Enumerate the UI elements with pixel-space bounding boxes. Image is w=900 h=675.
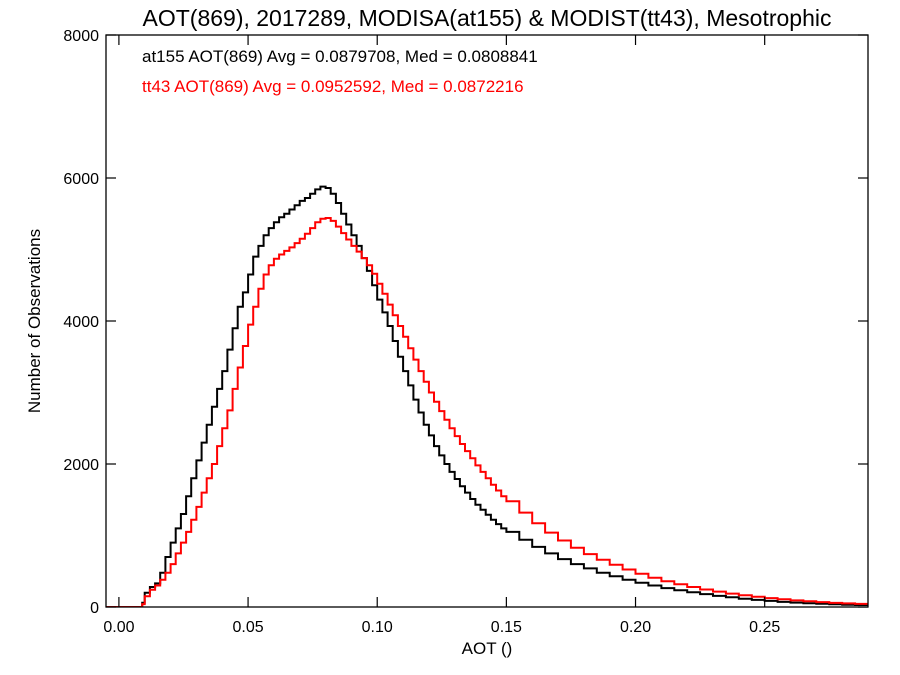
stats-tt43: tt43 AOT(869) Avg = 0.0952592, Med = 0.0… <box>142 77 524 96</box>
plot-area <box>106 185 868 607</box>
chart-title: AOT(869), 2017289, MODISA(at155) & MODIS… <box>143 5 832 31</box>
x-tick-label: 0.20 <box>620 619 651 636</box>
x-tick-label: 0.10 <box>362 619 393 636</box>
plot-frame <box>105 34 869 608</box>
x-tick-label: 0.25 <box>749 619 780 636</box>
x-axis-label: AOT () <box>462 639 513 658</box>
y-tick-label: 0 <box>90 600 99 617</box>
y-tick-label: 2000 <box>63 457 99 474</box>
series-line-at155 <box>106 185 868 607</box>
axes: 0.00 0.05 0.10 0.15 0.20 0.25 0 2000 4000 6000 800… <box>63 28 869 636</box>
y-tick-label: 4000 <box>63 314 99 331</box>
stats-at155: at155 AOT(869) Avg = 0.0879708, Med = 0.… <box>142 47 538 66</box>
x-tick-label: 0.00 <box>103 619 134 636</box>
y-tick-label: 6000 <box>63 171 99 188</box>
y-tick-label: 8000 <box>63 28 99 45</box>
x-tick-label: 0.15 <box>491 619 522 636</box>
series-line-tt43 <box>106 217 868 607</box>
x-tick-label: 0.05 <box>232 619 263 636</box>
y-axis-label: Number of Observations <box>25 229 44 413</box>
